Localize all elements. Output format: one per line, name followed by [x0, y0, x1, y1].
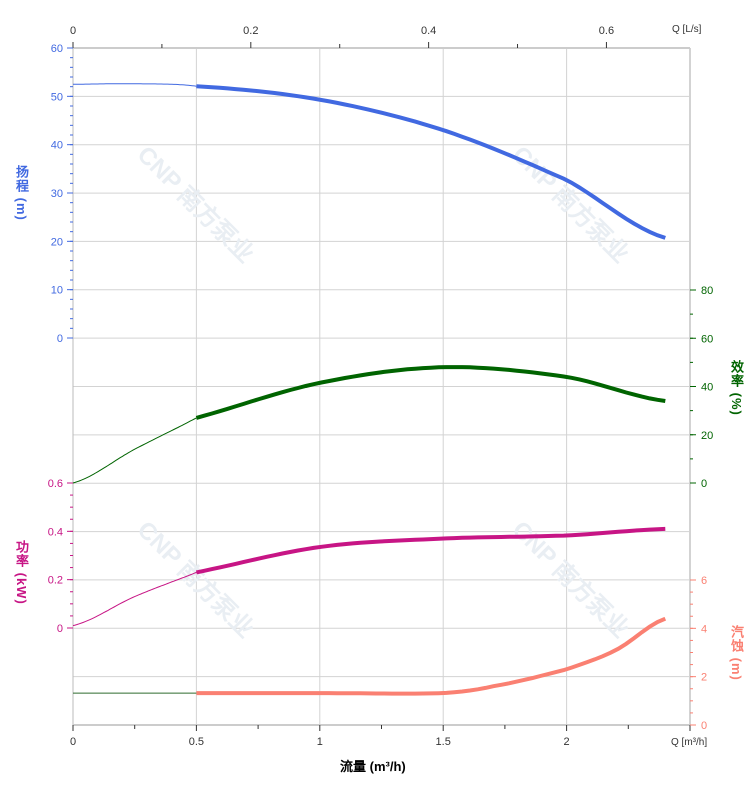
head-label-unit: (m) [14, 197, 29, 221]
y-tick-label: 0.4 [48, 526, 63, 538]
curve-1 [195, 365, 666, 420]
curve-thin-0 [72, 83, 197, 87]
curve-3 [196, 616, 667, 696]
watermark: CNP 南方泵业 [132, 140, 260, 268]
y-tick-label: 40 [51, 140, 63, 152]
x2-axis-unit: Q [L/s] [672, 24, 702, 35]
curve-0 [196, 84, 666, 240]
x-tick-label: 0 [70, 736, 76, 748]
x2-tick-label: 0 [70, 25, 76, 37]
y-tick-label: 0.6 [48, 478, 63, 490]
y-tick-label: 0.2 [48, 575, 63, 587]
x2-tick-label: 0.6 [599, 25, 614, 37]
y-tick-label: 20 [701, 430, 713, 442]
watermark: CNP 南方泵业 [132, 515, 260, 643]
npsh-label-name: 汽蚀 [729, 625, 744, 653]
y-tick-label: 0 [701, 478, 707, 490]
x-axis-title: 流量 (m³/h) [340, 759, 406, 774]
head-label-name: 扬程 [14, 165, 29, 193]
curve-thin-2 [72, 571, 197, 627]
y-tick-label: 10 [51, 285, 63, 297]
y-tick-label: 80 [701, 285, 713, 297]
y-tick-label: 30 [51, 188, 63, 200]
eff-label-unit: (%) [729, 392, 744, 416]
npsh-axis-label: 汽蚀 (m) [727, 625, 746, 681]
y-tick-label: 40 [701, 382, 713, 394]
x-axis-unit: Q [m³/h] [671, 737, 708, 748]
x-tick-label: 2 [564, 736, 570, 748]
power-axis-label: 功率 (kW) [12, 540, 31, 605]
curve-2 [195, 526, 666, 575]
x-tick-label: 0.5 [189, 736, 204, 748]
y-tick-label: 0 [57, 333, 63, 345]
watermark: CNP 南方泵业 [507, 140, 635, 268]
power-label-name: 功率 [14, 540, 29, 568]
y-tick-label: 6 [701, 575, 707, 587]
efficiency-axis-label: 效率 (%) [727, 360, 746, 416]
power-label-unit: (kW) [14, 572, 29, 605]
eff-label-name: 效率 [729, 360, 744, 388]
head-axis-label: 扬程 (m) [12, 165, 31, 221]
y-tick-label: 60 [51, 43, 63, 55]
npsh-label-unit: (m) [729, 657, 744, 681]
y-tick-label: 0 [57, 623, 63, 635]
y-tick-label: 2 [701, 672, 707, 684]
x2-tick-label: 0.4 [421, 25, 436, 37]
y-tick-label: 60 [701, 333, 713, 345]
y-tick-label: 4 [701, 623, 707, 635]
x-tick-label: 1.5 [436, 736, 451, 748]
x-tick-label: 1 [317, 736, 323, 748]
y-tick-label: 0 [701, 720, 707, 732]
y-tick-label: 20 [51, 236, 63, 248]
curve-thin-1 [72, 417, 197, 484]
y-tick-label: 50 [51, 91, 63, 103]
x2-tick-label: 0.2 [243, 25, 258, 37]
